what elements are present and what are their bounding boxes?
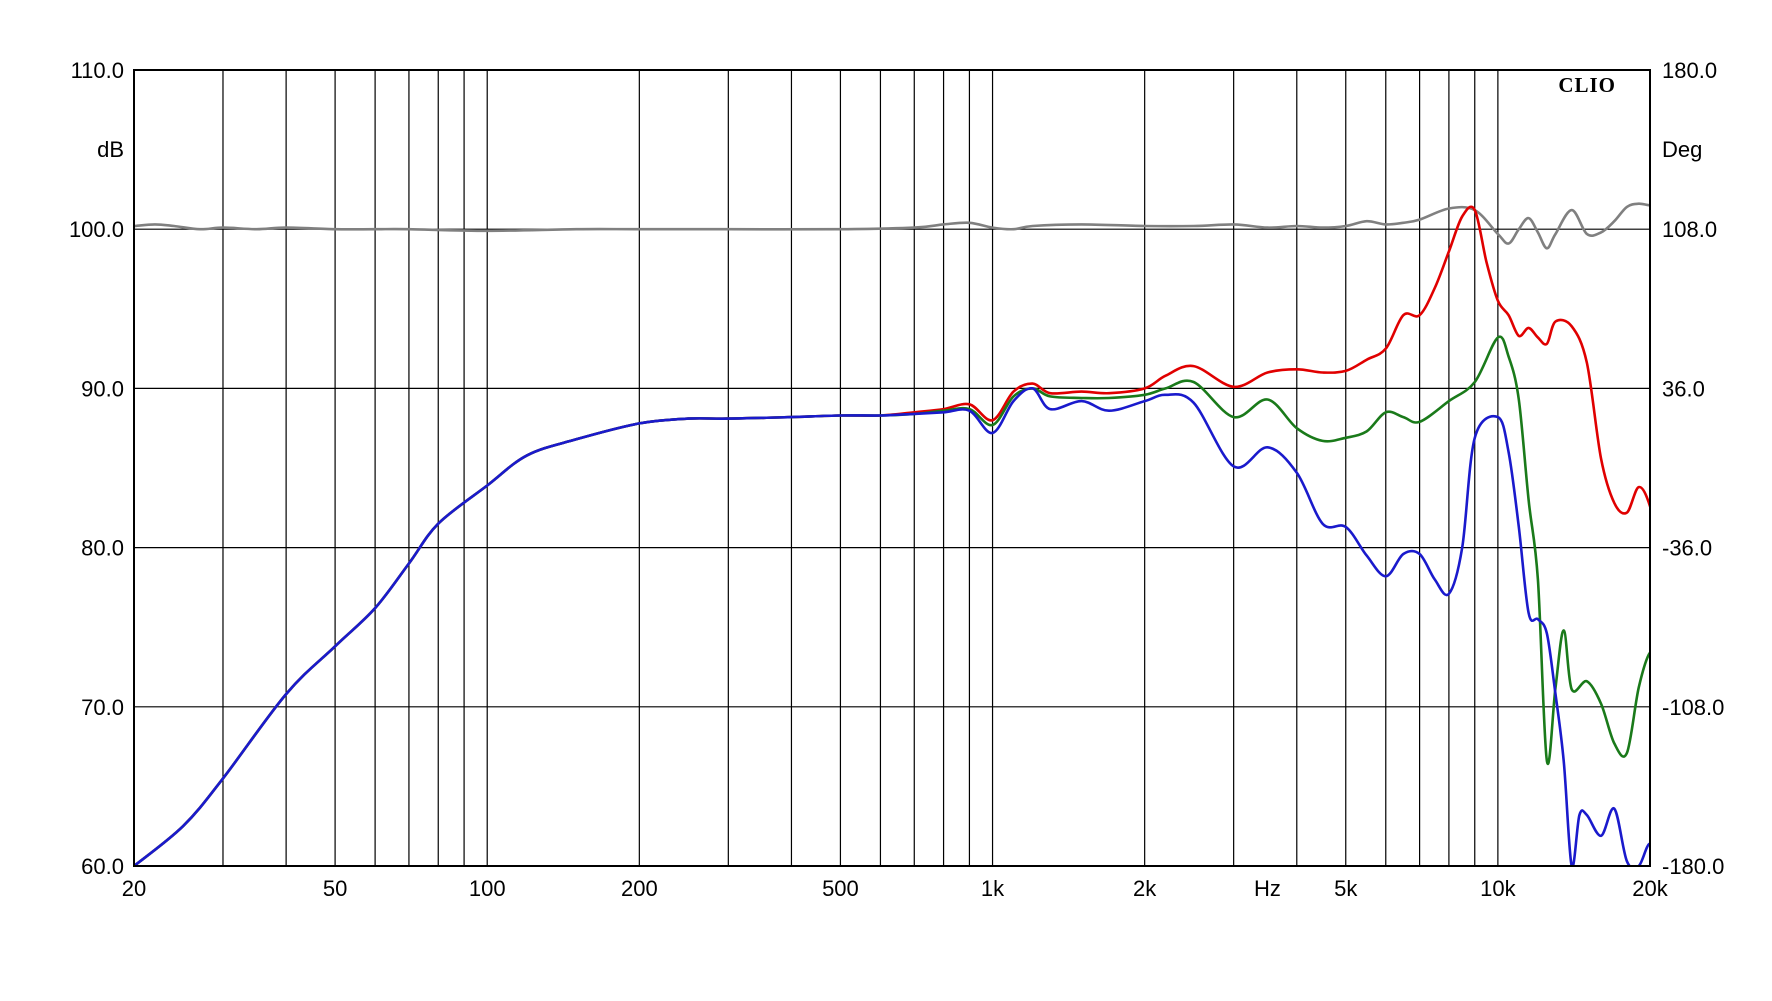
y2-tick-label: 36.0: [1662, 376, 1705, 401]
x-tick-label: 1k: [981, 876, 1005, 901]
plot-frame: [133, 69, 1651, 867]
y-tick-label: 110.0: [71, 58, 124, 83]
x-tick-label: 20k: [1632, 876, 1668, 901]
y-tick-label: 80.0: [81, 536, 124, 561]
x-tick-label: 2k: [1133, 876, 1157, 901]
brand-label: CLIO: [1558, 73, 1616, 97]
y2-tick-label: -108.0: [1662, 695, 1724, 720]
x-tick-label: 10k: [1480, 876, 1516, 901]
y-axis-unit-label: dB: [97, 137, 124, 162]
y2-tick-label: -180.0: [1662, 854, 1724, 879]
series-line-1: [134, 202, 1650, 250]
y-tick-label: 90.0: [81, 376, 124, 401]
y2-tick-label: 180.0: [1662, 58, 1717, 83]
grid: [134, 70, 1650, 866]
x-tick-label: 50: [323, 876, 347, 901]
data-series: [134, 202, 1650, 866]
y2-axis-unit-label: Deg: [1662, 137, 1702, 162]
y-tick-label: 60.0: [81, 854, 124, 879]
y2-tick-label: -36.0: [1662, 536, 1712, 561]
series-line-4: [134, 386, 1650, 866]
axis-labels: 20 50 100 200 500 1k 2k 5k 10k 20k 60.0 70.0 80.0 90.…: [69, 58, 1724, 901]
x-axis-unit-label: Hz: [1254, 876, 1281, 901]
y-tick-label: 70.0: [81, 695, 124, 720]
y2-tick-label: 108.0: [1662, 217, 1717, 242]
x-tick-label: 500: [822, 876, 859, 901]
x-tick-label: 100: [469, 876, 506, 901]
x-tick-label: 20: [122, 876, 146, 901]
x-tick-label: 5k: [1334, 876, 1358, 901]
y-tick-label: 100.0: [69, 217, 124, 242]
x-tick-label: 200: [621, 876, 658, 901]
